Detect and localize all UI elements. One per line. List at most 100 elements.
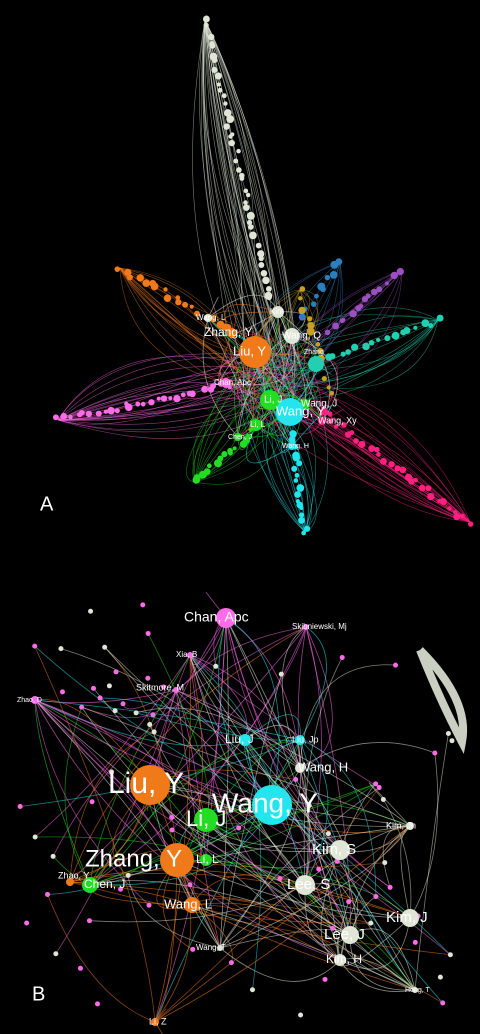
- edge: [237, 335, 293, 438]
- minor-node: [382, 860, 388, 866]
- minor-node: [390, 273, 395, 278]
- author-node: [194, 808, 218, 832]
- minor-node: [245, 433, 252, 440]
- minor-node: [169, 827, 175, 833]
- minor-node: [447, 506, 452, 511]
- edge: [149, 617, 227, 786]
- minor-node: [399, 466, 407, 474]
- minor-node: [223, 109, 232, 117]
- edge: [34, 699, 351, 936]
- edge: [57, 371, 272, 421]
- edge: [299, 739, 329, 886]
- minor-node: [421, 319, 430, 328]
- edge: [409, 752, 439, 919]
- edge: [171, 626, 307, 831]
- edge: [57, 356, 243, 421]
- minor-node: [239, 175, 245, 181]
- author-label: Wang, H: [298, 759, 348, 774]
- minor-node: [79, 704, 85, 710]
- minor-node: [45, 891, 51, 897]
- minor-node: [193, 474, 201, 481]
- author-label: Wang, J: [301, 399, 337, 410]
- edge: [288, 289, 319, 356]
- edge: [339, 959, 416, 992]
- edge: [219, 825, 411, 949]
- author-node: [341, 926, 359, 944]
- minor-node: [298, 1012, 304, 1018]
- minor-node: [163, 294, 172, 302]
- edge: [191, 904, 416, 991]
- minor-node: [296, 484, 305, 492]
- edge: [69, 872, 411, 919]
- author-node: [221, 378, 231, 388]
- minor-node: [97, 695, 103, 701]
- minor-node: [262, 276, 270, 285]
- author-node: [401, 909, 419, 927]
- minor-node: [189, 304, 194, 309]
- minor-node: [243, 204, 250, 211]
- minor-node: [329, 271, 338, 279]
- minor-node: [333, 424, 339, 429]
- minor-node: [247, 224, 254, 230]
- edge: [284, 289, 319, 380]
- minor-node: [118, 886, 124, 892]
- minor-node: [376, 337, 381, 342]
- minor-node: [79, 409, 85, 416]
- edge: [154, 1021, 163, 1034]
- edge: [281, 626, 307, 769]
- minor-node: [344, 431, 352, 438]
- minor-node: [85, 410, 93, 418]
- minor-node: [206, 463, 212, 469]
- minor-node: [146, 902, 152, 908]
- minor-node: [303, 525, 311, 532]
- minor-node: [329, 390, 335, 396]
- edge: [57, 387, 261, 421]
- minor-node: [427, 492, 435, 501]
- minor-node: [202, 15, 210, 23]
- author-label: Skibniewski, Mj: [292, 622, 347, 631]
- minor-node: [289, 430, 297, 438]
- minor-node: [189, 390, 196, 398]
- edge: [171, 829, 416, 991]
- author-node: [173, 687, 179, 693]
- minor-node: [321, 376, 327, 382]
- minor-node: [163, 287, 168, 292]
- minor-node: [310, 301, 317, 307]
- author-node: [82, 877, 98, 893]
- minor-node: [106, 683, 112, 689]
- edge: [242, 376, 306, 533]
- author-label: Skitmore, M: [136, 682, 184, 692]
- edge: [303, 657, 343, 886]
- minor-node: [140, 602, 146, 608]
- edge: [284, 399, 471, 523]
- author-node: [295, 875, 315, 895]
- author-label: Zhao, D: [17, 697, 42, 704]
- minor-node: [32, 834, 38, 840]
- minor-node: [314, 293, 319, 299]
- author-label: Wang, Y: [212, 787, 318, 818]
- minor-node: [190, 946, 196, 952]
- minor-node: [368, 445, 376, 453]
- minor-node: [346, 899, 352, 905]
- minor-node: [107, 406, 115, 415]
- edge: [205, 859, 411, 919]
- edge: [219, 947, 341, 982]
- panel-label: A: [40, 493, 54, 515]
- minor-node: [340, 351, 346, 357]
- edge: [299, 626, 327, 741]
- minor-node: [112, 708, 118, 714]
- author-node: [250, 419, 262, 431]
- minor-node: [301, 530, 307, 536]
- edge: [204, 19, 256, 392]
- minor-node: [145, 630, 151, 636]
- minor-node: [223, 123, 230, 130]
- edge: [287, 261, 341, 398]
- edge: [231, 332, 323, 422]
- minor-node: [295, 499, 301, 504]
- author-label: Zhao, Y: [58, 870, 89, 880]
- author-node: [406, 822, 414, 830]
- minor-node: [211, 66, 218, 74]
- minor-node: [325, 353, 333, 361]
- minor-node: [102, 644, 108, 650]
- minor-node: [329, 925, 335, 931]
